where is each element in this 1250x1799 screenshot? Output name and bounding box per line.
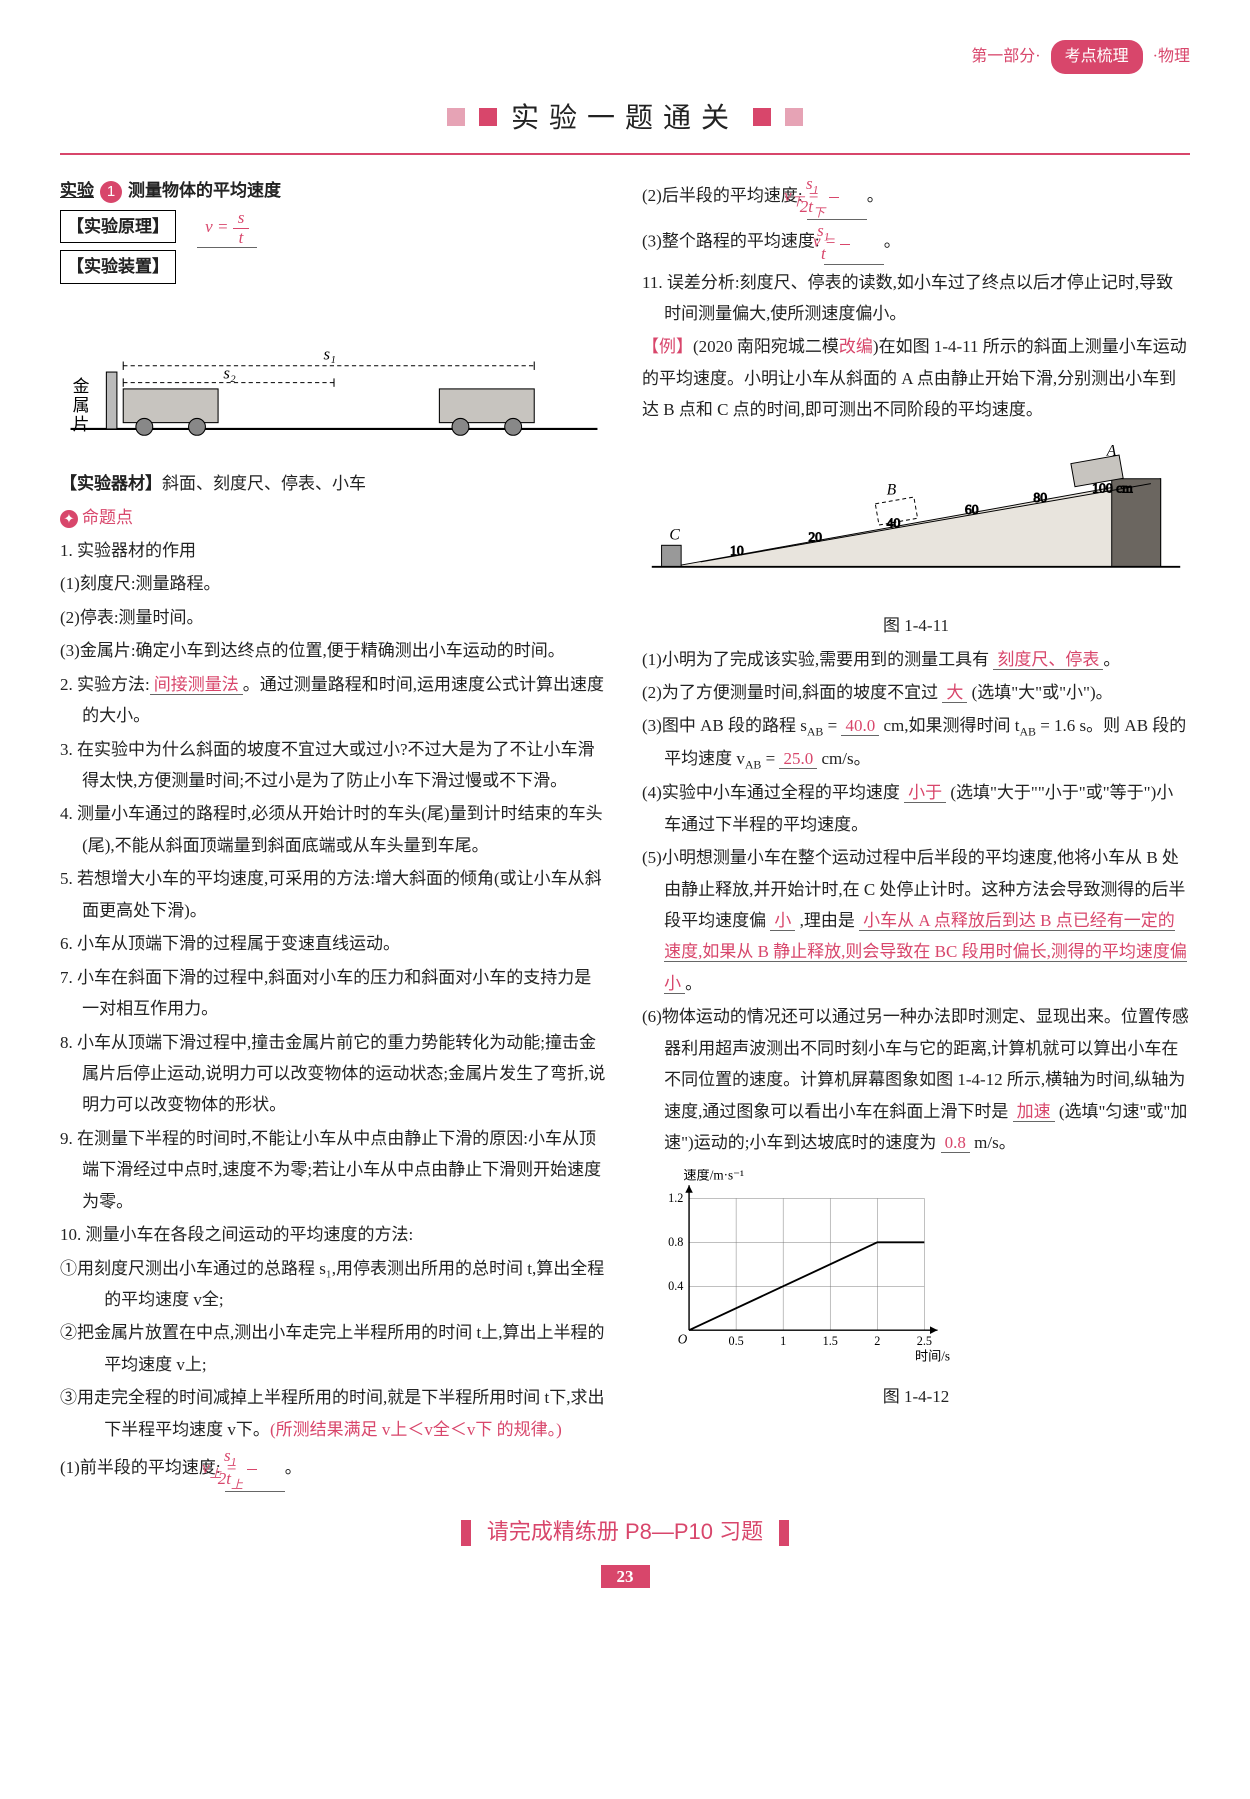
list-item: (2)停表:测量时间。	[60, 602, 608, 633]
principle-row: 【实验原理】 v = st	[60, 209, 608, 248]
svg-text:时间/s: 时间/s	[915, 1348, 950, 1363]
deco-square	[785, 108, 803, 126]
svg-text:0.5: 0.5	[728, 1334, 743, 1348]
svg-text:60: 60	[965, 502, 979, 517]
apparatus-diagram: 金 属 片 s₁ s₂	[60, 286, 608, 456]
question: (3)图中 AB 段的路程 sAB = 40.0 cm,如果测得时间 tAB =…	[642, 710, 1190, 775]
svg-text:0.8: 0.8	[668, 1235, 683, 1249]
list-item: (1)前半段的平均速度: v上 = s12t上。	[60, 1447, 608, 1492]
answer: 加速	[1013, 1102, 1055, 1122]
topic-row: ✦命题点	[60, 502, 608, 533]
formula: v上 = s12t上	[225, 1447, 285, 1492]
answer: 小于	[904, 783, 946, 803]
svg-text:片: 片	[73, 415, 90, 434]
formula: v = st	[197, 209, 257, 248]
svg-text:A: A	[1106, 442, 1117, 459]
badge-1: 1	[100, 181, 122, 203]
list-item: ②把金属片放置在中点,测出小车走完上半程所用的时间 t上,算出上半程的平均速度 …	[60, 1317, 608, 1380]
answer: 间接测量法	[150, 675, 243, 695]
page-number: 23	[60, 1561, 1190, 1592]
question: (2)为了方便测量时间,斜面的坡度不宜过 大 (选填"大"或"小")。	[642, 677, 1190, 708]
exp-heading: 实验1测量物体的平均速度	[60, 175, 608, 206]
svg-text:80: 80	[1033, 490, 1047, 505]
list-item: 6. 小车从顶端下滑的过程属于变速直线运动。	[60, 928, 608, 959]
answer: 25.0	[779, 749, 817, 769]
list-item: ③用走完全程的时间减掉上半程所用的时间,就是下半程所用时间 t下,求出下半程平均…	[60, 1382, 608, 1445]
deco-bar	[779, 1520, 789, 1546]
answer: 0.8	[941, 1133, 970, 1153]
list-item: 5. 若想增大小车的平均速度,可采用的方法:增大斜面的倾角(或让小车从斜面更高处…	[60, 863, 608, 926]
title-row: 实验一题通关	[60, 92, 1190, 144]
lightning-icon: ✦	[60, 510, 78, 528]
deco-square	[753, 108, 771, 126]
deco-bar	[461, 1520, 471, 1546]
svg-text:1.5: 1.5	[823, 1334, 838, 1348]
divider	[60, 153, 1190, 155]
list-item: 7. 小车在斜面下滑的过程中,斜面对小车的压力和斜面对小车的支持力是一对相互作用…	[60, 962, 608, 1025]
svg-text:10: 10	[730, 543, 744, 558]
list-item: 4. 测量小车通过的路程时,必须从开始计时的车头(尾)量到计时结束的车头(尾),…	[60, 798, 608, 861]
svg-text:属: 属	[73, 396, 90, 415]
svg-text:B: B	[887, 481, 897, 498]
list-item: 11. 误差分析:刻度尺、停表的读数,如小车过了终点以后才停止记时,导致时间测量…	[642, 267, 1190, 330]
svg-text:1: 1	[780, 1334, 786, 1348]
footer-callout: 请完成精练册 P8—P10 习题	[60, 1512, 1190, 1553]
figure-caption: 图 1-4-12	[642, 1381, 1190, 1412]
list-item: 9. 在测量下半程的时间时,不能让小车从中点由静止下滑的原因:小车从顶端下滑经过…	[60, 1123, 608, 1217]
list-item: 10. 测量小车在各段之间运动的平均速度的方法:	[60, 1219, 608, 1250]
svg-text:s₁: s₁	[323, 344, 335, 363]
velocity-time-chart: 0.5 1 1.5 2 2.5 0.4 0.8 1.2 O 时间/s 速度/m·s⁻¹	[642, 1169, 962, 1369]
list-item: 1. 实验器材的作用	[60, 535, 608, 566]
section-pill: 考点梳理	[1051, 40, 1143, 74]
list-item: 8. 小车从顶端下滑过程中,撞击金属片前它的重力势能转化为动能;撞击金属片后停止…	[60, 1027, 608, 1121]
list-item: 2. 实验方法:间接测量法。通过测量路程和时间,运用速度公式计算出速度的大小。	[60, 669, 608, 732]
formula: v下 = s12t下	[807, 175, 867, 220]
answer: 大	[942, 683, 967, 703]
question: (6)物体运动的情况还可以通过另一种办法即时测定、显现出来。位置传感器利用超声波…	[642, 1001, 1190, 1158]
example: 【例】(2020 南阳宛城二模改编)在如图 1-4-11 所示的斜面上测量小车运…	[642, 331, 1190, 425]
deco-square	[447, 108, 465, 126]
svg-text:2: 2	[874, 1334, 880, 1348]
svg-text:2.5: 2.5	[917, 1334, 932, 1348]
page-header: 第一部分· 考点梳理 ·物理	[60, 40, 1190, 74]
question: (5)小明想测量小车在整个运动过程中后半段的平均速度,他将小车从 B 处由静止释…	[642, 842, 1190, 999]
subject-label: ·物理	[1153, 42, 1190, 72]
answer: 刻度尺、停表	[993, 650, 1103, 670]
incline-diagram: 1020 4060 80100 cm A B C	[642, 428, 1190, 598]
list-item: ①用刻度尺测出小车通过的总路程 s₁,用停表测出所用的总时间 t,算出全程的平均…	[60, 1253, 608, 1316]
list-item: (1)刻度尺:测量路程。	[60, 568, 608, 599]
svg-text:0.4: 0.4	[668, 1279, 683, 1293]
equipment-row: 【实验器材】斜面、刻度尺、停表、小车	[60, 468, 608, 499]
right-column: (2)后半段的平均速度: v下 = s12t下。 (3)整个路程的平均速度: v…	[642, 173, 1190, 1494]
question: (1)小明为了完成该实验,需要用到的测量工具有 刻度尺、停表。	[642, 644, 1190, 675]
left-column: 实验1测量物体的平均速度 【实验原理】 v = st 【实验装置】 金 属 片 …	[60, 173, 608, 1494]
svg-text:20: 20	[808, 529, 822, 544]
principle-label: 【实验原理】	[60, 210, 176, 243]
formula: v = s1t	[824, 222, 884, 264]
list-item: (3)金属片:确定小车到达终点的位置,便于精确测出小车运动的时间。	[60, 635, 608, 666]
svg-text:O: O	[678, 1331, 688, 1346]
svg-text:C: C	[669, 526, 680, 543]
page-title: 实验一题通关	[511, 92, 739, 144]
svg-text:s₂: s₂	[223, 363, 236, 382]
question: (4)实验中小车通过全程的平均速度 小于 (选填"大于""小于"或"等于")小车…	[642, 777, 1190, 840]
metal-label: 金	[73, 377, 90, 396]
figure-caption: 图 1-4-11	[642, 610, 1190, 641]
svg-text:1.2: 1.2	[668, 1191, 683, 1205]
list-item: (2)后半段的平均速度: v下 = s12t下。	[642, 175, 1190, 220]
answer: 小	[770, 911, 795, 931]
svg-text:速度/m·s⁻¹: 速度/m·s⁻¹	[683, 1169, 744, 1183]
answer: 40.0	[841, 716, 879, 736]
list-item: (3)整个路程的平均速度: v = s1t。	[642, 222, 1190, 264]
device-label: 【实验装置】	[60, 250, 176, 283]
list-item: 3. 在实验中为什么斜面的坡度不宜过大或过小?不过大是为了不让小车滑得太快,方便…	[60, 734, 608, 797]
deco-square	[479, 108, 497, 126]
part-label: 第一部分·	[971, 42, 1040, 72]
